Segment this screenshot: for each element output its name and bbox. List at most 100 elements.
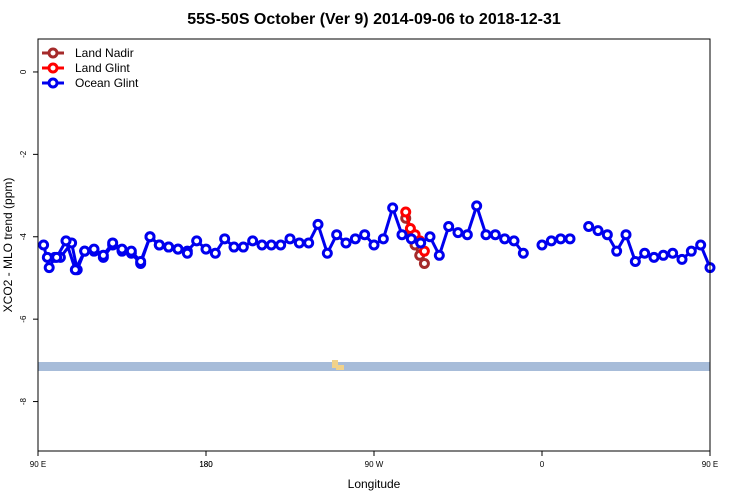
data-point-ocean-glint (657, 249, 669, 261)
data-point-ocean-glint (508, 235, 520, 247)
data-point-ocean-glint (685, 245, 697, 257)
data-point-ocean-glint (181, 247, 193, 259)
data-point-ocean-glint (667, 247, 679, 259)
data-point-ocean-glint (153, 239, 165, 251)
data-point-ocean-glint (275, 239, 287, 251)
data-point-ocean-glint (592, 225, 604, 237)
data-point-ocean-glint (69, 264, 81, 276)
y-axis-label: XCO2 - MLO trend (ppm) (1, 178, 15, 313)
data-point-ocean-glint (209, 247, 221, 259)
data-point-ocean-glint (247, 235, 259, 247)
land-patch (336, 365, 344, 370)
land-mask-band (38, 362, 710, 371)
data-point-ocean-glint (368, 239, 380, 251)
data-point-ocean-glint (284, 233, 296, 245)
data-point-ocean-glint (79, 245, 91, 257)
data-point-ocean-glint (620, 229, 632, 241)
data-point-ocean-glint (415, 237, 427, 249)
data-point-ocean-glint (359, 229, 371, 241)
data-point-ocean-glint (312, 218, 324, 230)
data-point-ocean-glint (387, 202, 399, 214)
data-point-ocean-glint (695, 239, 707, 251)
data-point-ocean-glint (424, 231, 436, 243)
y-tick-label: -8 (19, 397, 28, 405)
y-tick-label: 0 (19, 69, 28, 74)
data-point-ocean-glint (219, 233, 231, 245)
data-point-ocean-glint (88, 243, 100, 255)
data-point-ocean-glint (107, 237, 119, 249)
data-point-ocean-glint (639, 247, 651, 259)
data-point-ocean-glint (43, 262, 55, 274)
legend-marker-ocean-glint (47, 77, 59, 89)
data-point-ocean-glint (629, 255, 641, 267)
data-point-ocean-glint (611, 245, 623, 257)
data-point-ocean-glint (135, 255, 147, 267)
data-point-ocean-glint (200, 243, 212, 255)
data-point-ocean-glint (564, 233, 576, 245)
data-point-ocean-glint (191, 235, 203, 247)
data-point-ocean-glint (51, 251, 63, 263)
data-point-ocean-glint (144, 231, 156, 243)
data-point-ocean-glint (601, 229, 613, 241)
data-point-land-nadir (418, 258, 430, 270)
x-tick-label: 90 W (365, 460, 384, 469)
data-point-ocean-glint (60, 235, 72, 247)
data-point-ocean-glint (303, 237, 315, 249)
y-tick-label: -4 (19, 233, 28, 241)
data-point-ocean-glint (452, 227, 464, 239)
data-point-ocean-glint (583, 220, 595, 232)
y-axis: 0 -2 -4 -6 -8 (19, 69, 38, 405)
data-point-ocean-glint (480, 229, 492, 241)
data-point-ocean-glint (648, 251, 660, 263)
legend-label-land-nadir: Land Nadir (75, 46, 134, 60)
data-point-ocean-glint (41, 251, 53, 263)
x-tick-label: 90 E (30, 460, 46, 469)
data-point-ocean-glint (125, 245, 137, 257)
y-tick-label: -6 (19, 315, 28, 323)
data-point-ocean-glint (536, 239, 548, 251)
chart-title: 55S-50S October (Ver 9) 2014-09-06 to 20… (187, 11, 561, 28)
data-point-ocean-glint (265, 239, 277, 251)
data-point-ocean-glint (97, 249, 109, 261)
x-tick-label: 0 (540, 460, 545, 469)
plot-area (37, 38, 716, 452)
x-tick-label: 180 (199, 460, 213, 469)
data-point-ocean-glint (331, 229, 343, 241)
data-point-ocean-glint (172, 243, 184, 255)
data-point-ocean-glint (377, 233, 389, 245)
data-point-ocean-glint (38, 239, 50, 251)
legend-label-ocean-glint: Ocean Glint (75, 76, 139, 90)
data-point-ocean-glint (340, 237, 352, 249)
data-point-ocean-glint (116, 243, 128, 255)
legend-marker-land-glint (47, 62, 59, 74)
y-tick-label: -2 (19, 150, 28, 158)
legend-marker-land-nadir (47, 47, 59, 59)
data-point-ocean-glint (545, 235, 557, 247)
data-point-ocean-glint (517, 247, 529, 259)
data-point-ocean-glint (676, 253, 688, 265)
data-point-ocean-glint (237, 241, 249, 253)
data-point-ocean-glint (471, 200, 483, 212)
data-point-ocean-glint (228, 241, 240, 253)
data-point-ocean-glint (499, 233, 511, 245)
data-point-ocean-glint (321, 247, 333, 259)
data-point-ocean-glint (461, 229, 473, 241)
legend-label-land-glint: Land Glint (75, 61, 130, 75)
data-point-land-glint (418, 245, 430, 257)
land-patch (332, 360, 338, 368)
data-point-ocean-glint (396, 229, 408, 241)
x-tick-label: 180 (199, 460, 213, 469)
data-point-ocean-glint (163, 241, 175, 253)
data-point-ocean-glint (443, 220, 455, 232)
data-point-ocean-glint (433, 249, 445, 261)
x-axis-label: Longitude (348, 477, 401, 491)
data-point-ocean-glint (405, 233, 417, 245)
data-point-ocean-glint (256, 239, 268, 251)
x-tick-label: 90 E (702, 460, 718, 469)
data-point-ocean-glint (349, 233, 361, 245)
data-point-ocean-glint (293, 237, 305, 249)
data-point-land-glint (400, 206, 412, 218)
